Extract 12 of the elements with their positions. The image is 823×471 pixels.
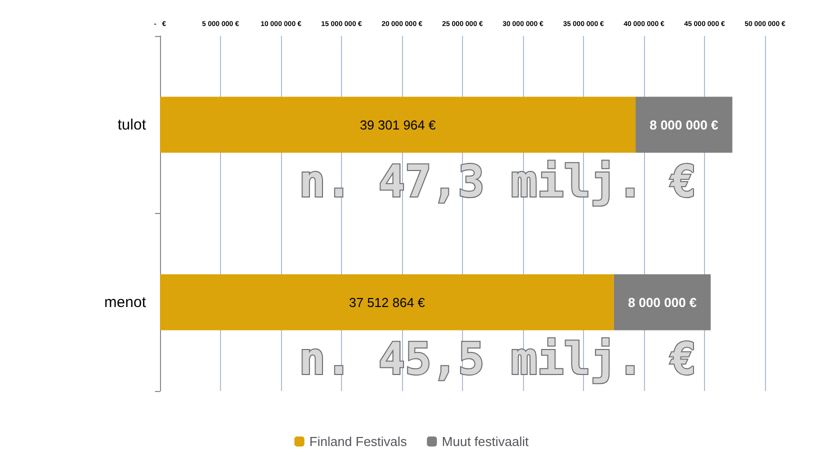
- data-label: 37 512 864 €: [349, 294, 426, 310]
- legend-label: Muut festivaalit: [442, 434, 530, 449]
- y-tick-label: menot: [104, 294, 147, 311]
- bar: [636, 96, 732, 153]
- y-tick-label: tulot: [118, 116, 147, 134]
- legend-label: Finland Festivals: [309, 434, 408, 449]
- bar: [614, 274, 711, 330]
- data-label: 8 000 000 €: [650, 117, 718, 132]
- bar: [160, 274, 614, 330]
- bar: [160, 96, 636, 153]
- data-label: 39 301 964 €: [360, 117, 436, 132]
- data-label: 8 000 000 €: [628, 294, 697, 310]
